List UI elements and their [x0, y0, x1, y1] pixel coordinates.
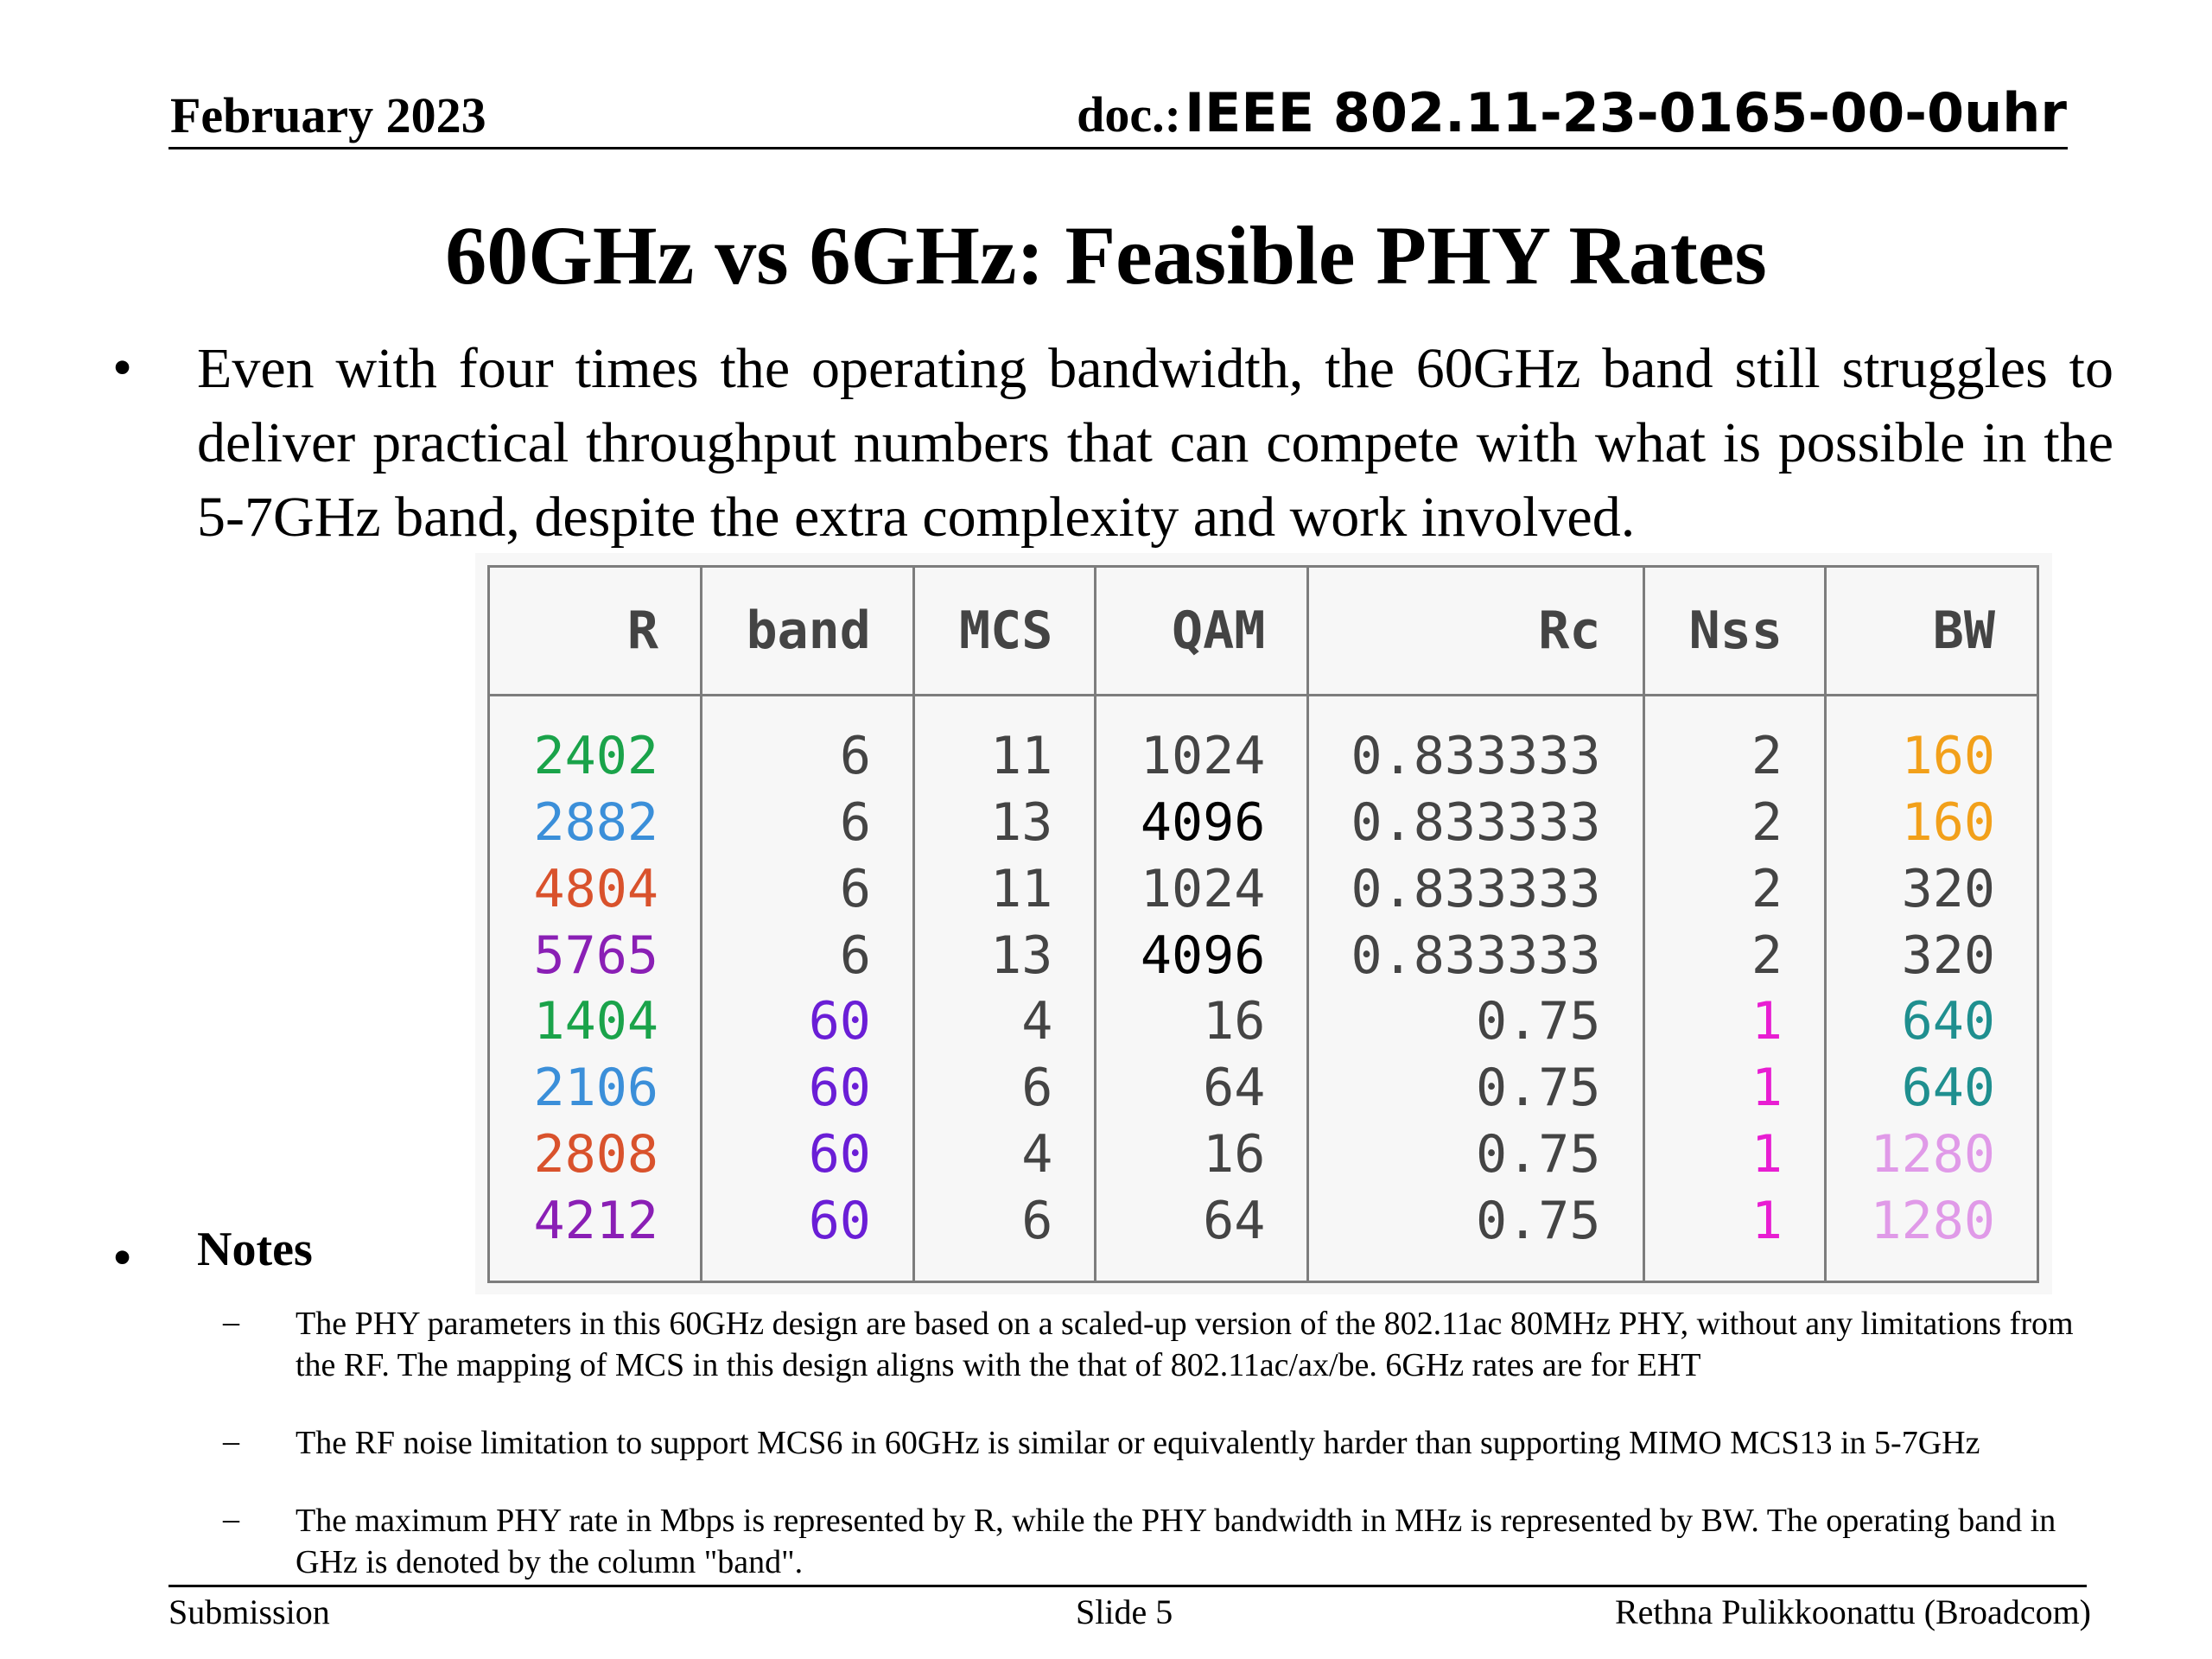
table-cell: 640 — [1823, 988, 2040, 1055]
footer-rule — [168, 1585, 2087, 1587]
table-cell: 2882 — [487, 789, 702, 856]
table-cell: 160 — [1823, 789, 2040, 856]
slide-title: 60GHz vs 6GHz: Feasible PHY Rates — [445, 209, 1767, 302]
table-cell: 4212 — [487, 1187, 702, 1282]
note-dash: – — [223, 1423, 239, 1459]
column-header: Rc — [1306, 566, 1645, 696]
table-cell: 2106 — [487, 1054, 702, 1122]
table-cell: 60 — [699, 1121, 915, 1188]
table-cell: 1024 — [1094, 695, 1310, 790]
table-cell: 2 — [1642, 695, 1827, 790]
table-cell: 6 — [912, 1054, 1097, 1122]
table-cell: 60 — [699, 988, 915, 1055]
header-date: February 2023 — [170, 87, 486, 143]
table-cell: 64 — [1094, 1187, 1310, 1282]
table-cell: 6 — [699, 922, 915, 988]
column-header: MCS — [912, 566, 1097, 696]
table-cell: 6 — [912, 1187, 1097, 1282]
table-cell: 6 — [699, 789, 915, 856]
bullet-dot: • — [112, 1226, 133, 1289]
table-row: 4212 60 6 64 0.75 1 1280 — [487, 1187, 2040, 1282]
table-cell: 64 — [1094, 1054, 1310, 1122]
table-cell: 2402 — [487, 695, 702, 790]
table-cell: 4096 — [1094, 789, 1310, 856]
table-cell: 0.75 — [1306, 1121, 1645, 1188]
note-dash: – — [223, 1501, 239, 1537]
footer-submission: Submission — [168, 1592, 330, 1631]
table-row: 2808 60 4 16 0.75 1 1280 — [487, 1121, 2040, 1188]
bullet-dot: • — [112, 336, 133, 399]
table-cell: 2808 — [487, 1121, 702, 1188]
table-cell: 320 — [1823, 922, 2040, 988]
table-cell: 640 — [1823, 1054, 2040, 1122]
table-cell: 1280 — [1823, 1121, 2040, 1188]
table-cell: 16 — [1094, 1121, 1310, 1188]
table-cell: 16 — [1094, 988, 1310, 1055]
table-cell: 1280 — [1823, 1187, 2040, 1282]
table-cell: 0.75 — [1306, 1187, 1645, 1282]
table-cell: 0.833333 — [1306, 922, 1645, 988]
table-cell: 1 — [1642, 1121, 1827, 1188]
note-item: The maximum PHY rate in Mbps is represen… — [296, 1503, 2056, 1580]
header-doc-number: IEEE 802.11-23-0165-00-0uhr — [1184, 81, 2067, 144]
note-item: The RF noise limitation to support MCS6 … — [296, 1425, 1980, 1461]
table-cell: 4804 — [487, 855, 702, 923]
table-cell: 0.833333 — [1306, 695, 1645, 790]
column-header: R — [487, 566, 702, 696]
column-header: band — [699, 566, 915, 696]
table-cell: 13 — [912, 922, 1097, 988]
note-item: The PHY parameters in this 60GHz design … — [296, 1306, 2074, 1383]
table-cell: 2 — [1642, 855, 1827, 923]
table-cell: 0.75 — [1306, 988, 1645, 1055]
note-dash: – — [223, 1304, 239, 1340]
table-cell: 11 — [912, 855, 1097, 923]
table-cell: 6 — [699, 855, 915, 923]
notes-heading: Notes — [197, 1223, 313, 1276]
column-header: Nss — [1642, 566, 1827, 696]
table-row: 2402 6 11 1024 0.833333 2 160 — [487, 695, 2040, 790]
table-row: 5765 6 13 4096 0.833333 2 320 — [487, 922, 2040, 988]
table-cell: 4 — [912, 1121, 1097, 1188]
column-header: BW — [1823, 566, 2040, 696]
column-header: QAM — [1094, 566, 1310, 696]
table-cell: 1404 — [487, 988, 702, 1055]
footer-author: Rethna Pulikkoonattu (Broadcom) — [1614, 1592, 2091, 1631]
table-cell: 5765 — [487, 922, 702, 988]
table-cell: 2 — [1642, 922, 1827, 988]
table-cell: 4 — [912, 988, 1097, 1055]
table-row: 1404 60 4 16 0.75 1 640 — [487, 988, 2040, 1055]
table-cell: 2 — [1642, 789, 1827, 856]
table-row: 2882 6 13 4096 0.833333 2 160 — [487, 789, 2040, 856]
table-row: 2106 60 6 64 0.75 1 640 — [487, 1054, 2040, 1122]
main-bullet-text: Even with four times the operating bandw… — [197, 337, 2113, 549]
header-doc-id: doc.: IEEE 802.11-23-0165-00-0uhr — [1077, 81, 2067, 144]
table-cell: 1 — [1642, 1187, 1827, 1282]
table-cell: 0.833333 — [1306, 855, 1645, 923]
table-cell: 0.75 — [1306, 1054, 1645, 1122]
table-cell: 320 — [1823, 855, 2040, 923]
table-cell: 13 — [912, 789, 1097, 856]
table-cell: 60 — [699, 1187, 915, 1282]
table-cell: 1 — [1642, 988, 1827, 1055]
header-doc-label: doc.: — [1077, 86, 1181, 143]
header-rule — [168, 147, 2068, 149]
table-cell: 4096 — [1094, 922, 1310, 988]
table-row: 4804 6 11 1024 0.833333 2 320 — [487, 855, 2040, 923]
table-cell: 60 — [699, 1054, 915, 1122]
table-cell: 0.833333 — [1306, 789, 1645, 856]
table-cell: 11 — [912, 695, 1097, 790]
table-cell: 6 — [699, 695, 915, 790]
table-cell: 160 — [1823, 695, 2040, 790]
footer-slide-number: Slide 5 — [1076, 1592, 1173, 1631]
table-cell: 1 — [1642, 1054, 1827, 1122]
table-cell: 1024 — [1094, 855, 1310, 923]
